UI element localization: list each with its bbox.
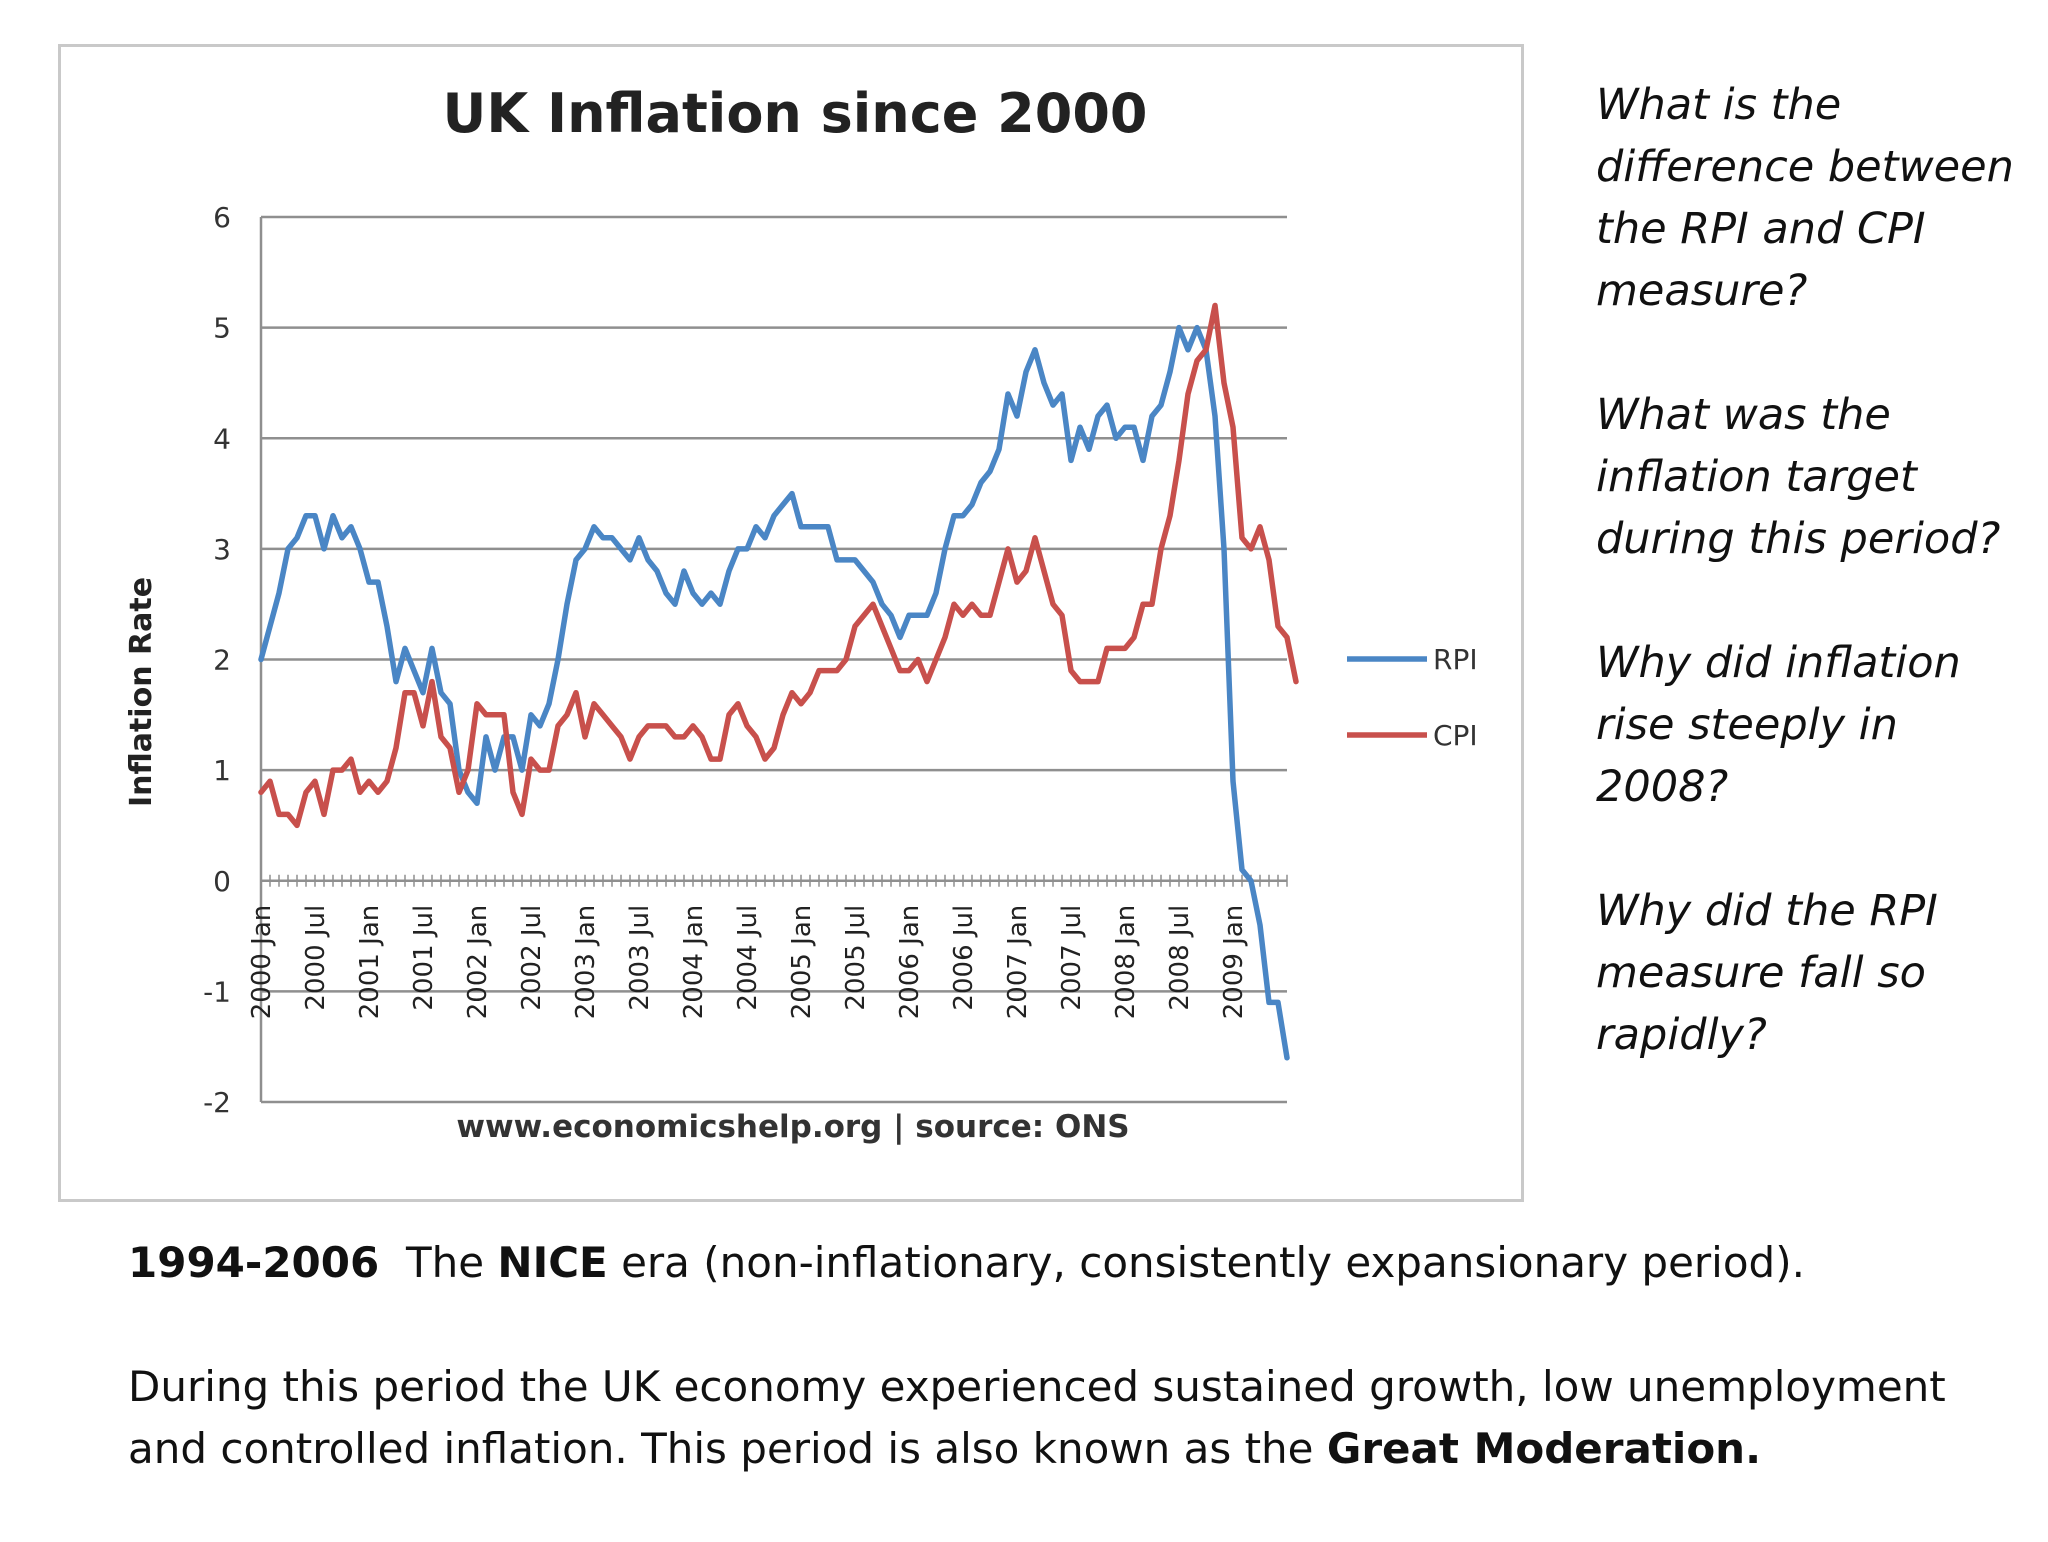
x-tick-label: 2005 Jul xyxy=(841,905,871,1011)
y-axis-title: Inflation Rate xyxy=(124,577,159,807)
x-tick-label: 2006 Jan xyxy=(895,905,925,1020)
chart-frame: UK Inflation since 2000 6 5 4 3 2 1 0 -1 -2 2000… xyxy=(58,44,1524,1202)
question-item: Why did inflation rise steeply in 2008? xyxy=(1596,638,1961,812)
notes-line-1: 1994-2006 The NICE era (non-inflationary… xyxy=(128,1232,2008,1294)
series-line-rpi xyxy=(258,324,1290,1061)
x-axis: 2000 Jan 2000 Jul 2001 Jan 2001 Jul 2002 Jan… xyxy=(247,874,1288,1020)
x-tick-label: 2007 Jan xyxy=(1003,905,1033,1020)
x-tick-label: 2001 Jan xyxy=(355,905,385,1020)
x-tick-label: 2004 Jan xyxy=(679,905,709,1020)
x-tick-label: 2001 Jul xyxy=(409,905,439,1011)
y-tick-label: 4 xyxy=(213,422,231,455)
question-item: Why did the RPI measure fall so rapidly? xyxy=(1596,886,1938,1060)
x-tick-label: 2006 Jul xyxy=(949,905,979,1011)
question-item: What is the difference between the RPI a… xyxy=(1596,80,2014,316)
question-list: What is the difference between the RPI a… xyxy=(1596,74,2026,1128)
notes-great-moderation: Great Moderation. xyxy=(1326,1424,1762,1473)
x-tick-label: 2008 Jan xyxy=(1111,905,1141,1020)
x-tick-label: 2002 Jul xyxy=(517,905,547,1011)
legend: RPI CPI xyxy=(1347,643,1478,752)
x-tick-label: 2004 Jul xyxy=(733,905,763,1011)
source-label: www.economicshelp.org | source: ONS xyxy=(456,1109,1129,1145)
y-tick-label: 3 xyxy=(213,533,231,566)
notes-the: The xyxy=(405,1238,485,1287)
x-tick-label: 2005 Jan xyxy=(787,905,817,1020)
x-tick-label: 2000 Jan xyxy=(247,905,277,1020)
y-tick-label: -2 xyxy=(203,1086,231,1119)
legend-label: RPI xyxy=(1433,643,1478,676)
x-tick-label: 2007 Jul xyxy=(1057,905,1087,1011)
y-tick-label: 6 xyxy=(213,201,231,234)
x-tick-label: 2002 Jan xyxy=(463,905,493,1020)
notes-years: 1994-2006 xyxy=(128,1238,380,1287)
series-line-cpi xyxy=(258,302,1299,829)
notes-line-2: During this period the UK economy experi… xyxy=(128,1356,2008,1480)
legend-label: CPI xyxy=(1433,719,1478,752)
x-tick-label: 2003 Jan xyxy=(571,905,601,1020)
y-tick-label: 0 xyxy=(213,865,231,898)
question-item: What was the inflation target during thi… xyxy=(1596,390,2001,564)
x-tick-label: 2003 Jul xyxy=(625,905,655,1011)
y-tick-label: -1 xyxy=(203,975,231,1008)
y-tick-label: 2 xyxy=(213,644,231,677)
y-axis-ticks: 6 5 4 3 2 1 0 -1 -2 xyxy=(203,201,231,1119)
line-chart: UK Inflation since 2000 6 5 4 3 2 1 0 -1 -2 2000… xyxy=(124,82,1478,1145)
y-tick-label: 5 xyxy=(213,312,231,345)
y-tick-label: 1 xyxy=(213,754,231,787)
notes: 1994-2006 The NICE era (non-inflationary… xyxy=(128,1232,2008,1542)
x-tick-label: 2000 Jul xyxy=(301,905,331,1011)
notes-text: During this period the UK economy experi… xyxy=(128,1362,1946,1473)
notes-nice: NICE xyxy=(497,1238,608,1287)
x-tick-label: 2008 Jul xyxy=(1165,905,1195,1011)
chart-title: UK Inflation since 2000 xyxy=(443,82,1148,145)
notes-nice-rest: era (non-inflationary, consistently expa… xyxy=(621,1238,1805,1287)
x-tick-label: 2009 Jan xyxy=(1219,905,1249,1020)
series-lines xyxy=(258,302,1299,1061)
